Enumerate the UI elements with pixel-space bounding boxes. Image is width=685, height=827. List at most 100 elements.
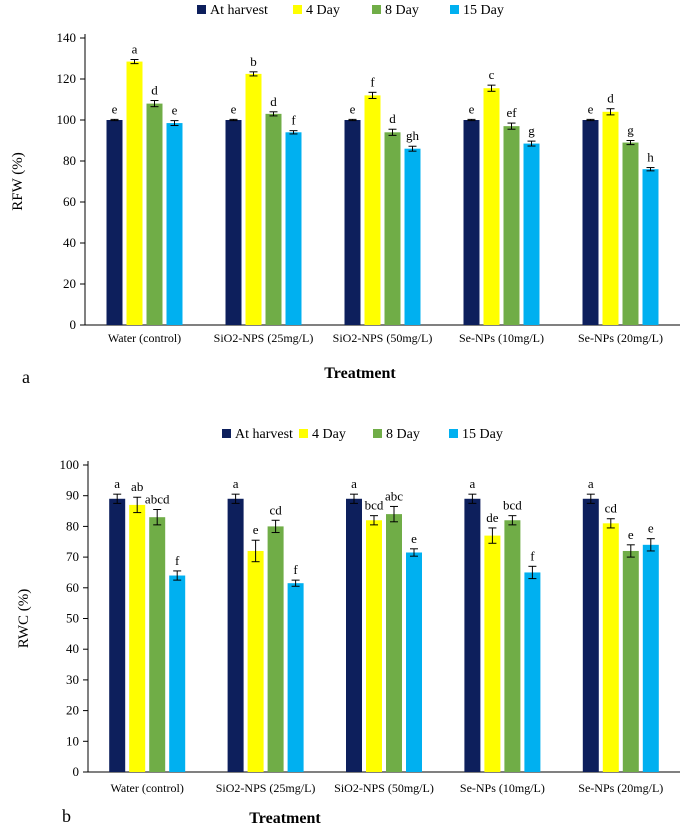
significance-label: d (151, 83, 158, 98)
significance-label: bcd (503, 498, 522, 513)
legend-swatch (449, 429, 458, 438)
bar (406, 552, 422, 772)
panel-label: b (62, 806, 71, 826)
y-tick-label: 80 (63, 153, 76, 168)
significance-label: a (351, 476, 357, 491)
bar (622, 142, 639, 325)
bar (582, 120, 599, 325)
significance-label: g (528, 123, 535, 138)
bar (602, 111, 619, 325)
legend-label: 8 Day (386, 427, 420, 442)
category-label: Water (control) (111, 781, 184, 795)
bar (267, 526, 284, 772)
bar (464, 498, 481, 772)
significance-label: e (411, 531, 417, 546)
bar (146, 103, 163, 325)
y-tick-label: 50 (66, 611, 79, 626)
significance-label: cd (269, 502, 282, 517)
y-axis-title: RWC (%) (16, 589, 32, 649)
bar (247, 550, 264, 772)
panel-label: a (22, 367, 30, 387)
legend-label: 4 Day (312, 427, 346, 442)
significance-label: a (114, 476, 120, 491)
significance-label: f (293, 562, 298, 577)
legend-swatch (299, 429, 308, 438)
legend: At harvest 4 Day 8 Day 15 Day (197, 3, 504, 18)
y-tick-label: 120 (57, 71, 77, 86)
bar (169, 575, 186, 772)
significance-label: e (231, 101, 237, 116)
bar (344, 120, 361, 325)
y-tick-label: 80 (66, 518, 79, 533)
legend-label: 4 Day (306, 3, 340, 18)
significance-label: de (486, 510, 499, 525)
legend-swatch (373, 429, 382, 438)
bar (225, 120, 242, 325)
bar (524, 572, 541, 772)
significance-label: a (233, 476, 239, 491)
significance-label: e (112, 101, 118, 116)
significance-label: a (470, 476, 476, 491)
significance-label: g (627, 123, 634, 138)
bar (503, 126, 520, 326)
legend: At harvest 4 Day 8 Day 15 Day (222, 427, 503, 442)
category-label: SiO2-NPS (50mg/L) (333, 331, 433, 345)
significance-label: d (607, 91, 614, 106)
y-tick-label: 100 (60, 457, 80, 472)
bar (386, 514, 402, 772)
category-label: Se-NPs (10mg/L) (459, 331, 544, 345)
significance-label: e (588, 101, 594, 116)
bar (622, 550, 639, 772)
bar (483, 88, 500, 325)
legend-swatch (222, 429, 231, 438)
bar (109, 498, 126, 772)
y-tick-label: 30 (66, 672, 79, 687)
y-tick-label: 90 (66, 488, 79, 503)
bar (126, 61, 143, 325)
legend-label: At harvest (235, 427, 293, 442)
significance-label: cd (605, 501, 618, 516)
legend-swatch (197, 5, 206, 14)
bar (166, 123, 183, 325)
category-label: Se-NPs (10mg/L) (460, 781, 545, 795)
significance-label: ef (506, 105, 517, 120)
significance-label: f (530, 548, 535, 563)
bar (642, 544, 659, 772)
significance-label: c (489, 67, 495, 82)
y-tick-label: 40 (63, 235, 76, 250)
bar (364, 95, 381, 326)
y-tick-label: 140 (57, 30, 77, 45)
bar (582, 498, 599, 772)
significance-label: abc (385, 488, 403, 503)
category-label: Water (control) (108, 331, 181, 345)
bar (227, 498, 244, 772)
bar (285, 132, 302, 325)
bar (463, 120, 480, 325)
significance-label: f (291, 113, 296, 128)
significance-label: gh (406, 128, 420, 143)
significance-label: e (350, 101, 356, 116)
bar (129, 504, 146, 772)
y-tick-label: 70 (66, 549, 79, 564)
bar (366, 520, 382, 772)
significance-label: a (588, 476, 594, 491)
legend-label: 15 Day (462, 427, 503, 442)
y-tick-label: 0 (70, 317, 77, 332)
bar (602, 523, 619, 772)
chart-panel-a: At harvest 4 Day 8 Day 15 Day 0 20 40 60 80 100 12… (10, 3, 680, 387)
chart-panel-b: At harvest 4 Day 8 Day 15 Day 0 10 20 30 40 50 60 7… (16, 427, 680, 827)
bar (346, 498, 362, 772)
category-label: Se-NPs (20mg/L) (578, 781, 663, 795)
significance-label: e (469, 101, 475, 116)
significance-label: b (250, 54, 257, 69)
significance-label: bcd (365, 498, 384, 513)
significance-label: e (172, 103, 178, 118)
bar (504, 520, 521, 772)
significance-label: d (389, 111, 396, 126)
y-tick-label: 40 (66, 641, 79, 656)
significance-label: h (647, 150, 654, 165)
category-label: SiO2-NPS (25mg/L) (216, 781, 316, 795)
legend-label: 8 Day (385, 3, 419, 18)
significance-label: a (132, 42, 138, 57)
